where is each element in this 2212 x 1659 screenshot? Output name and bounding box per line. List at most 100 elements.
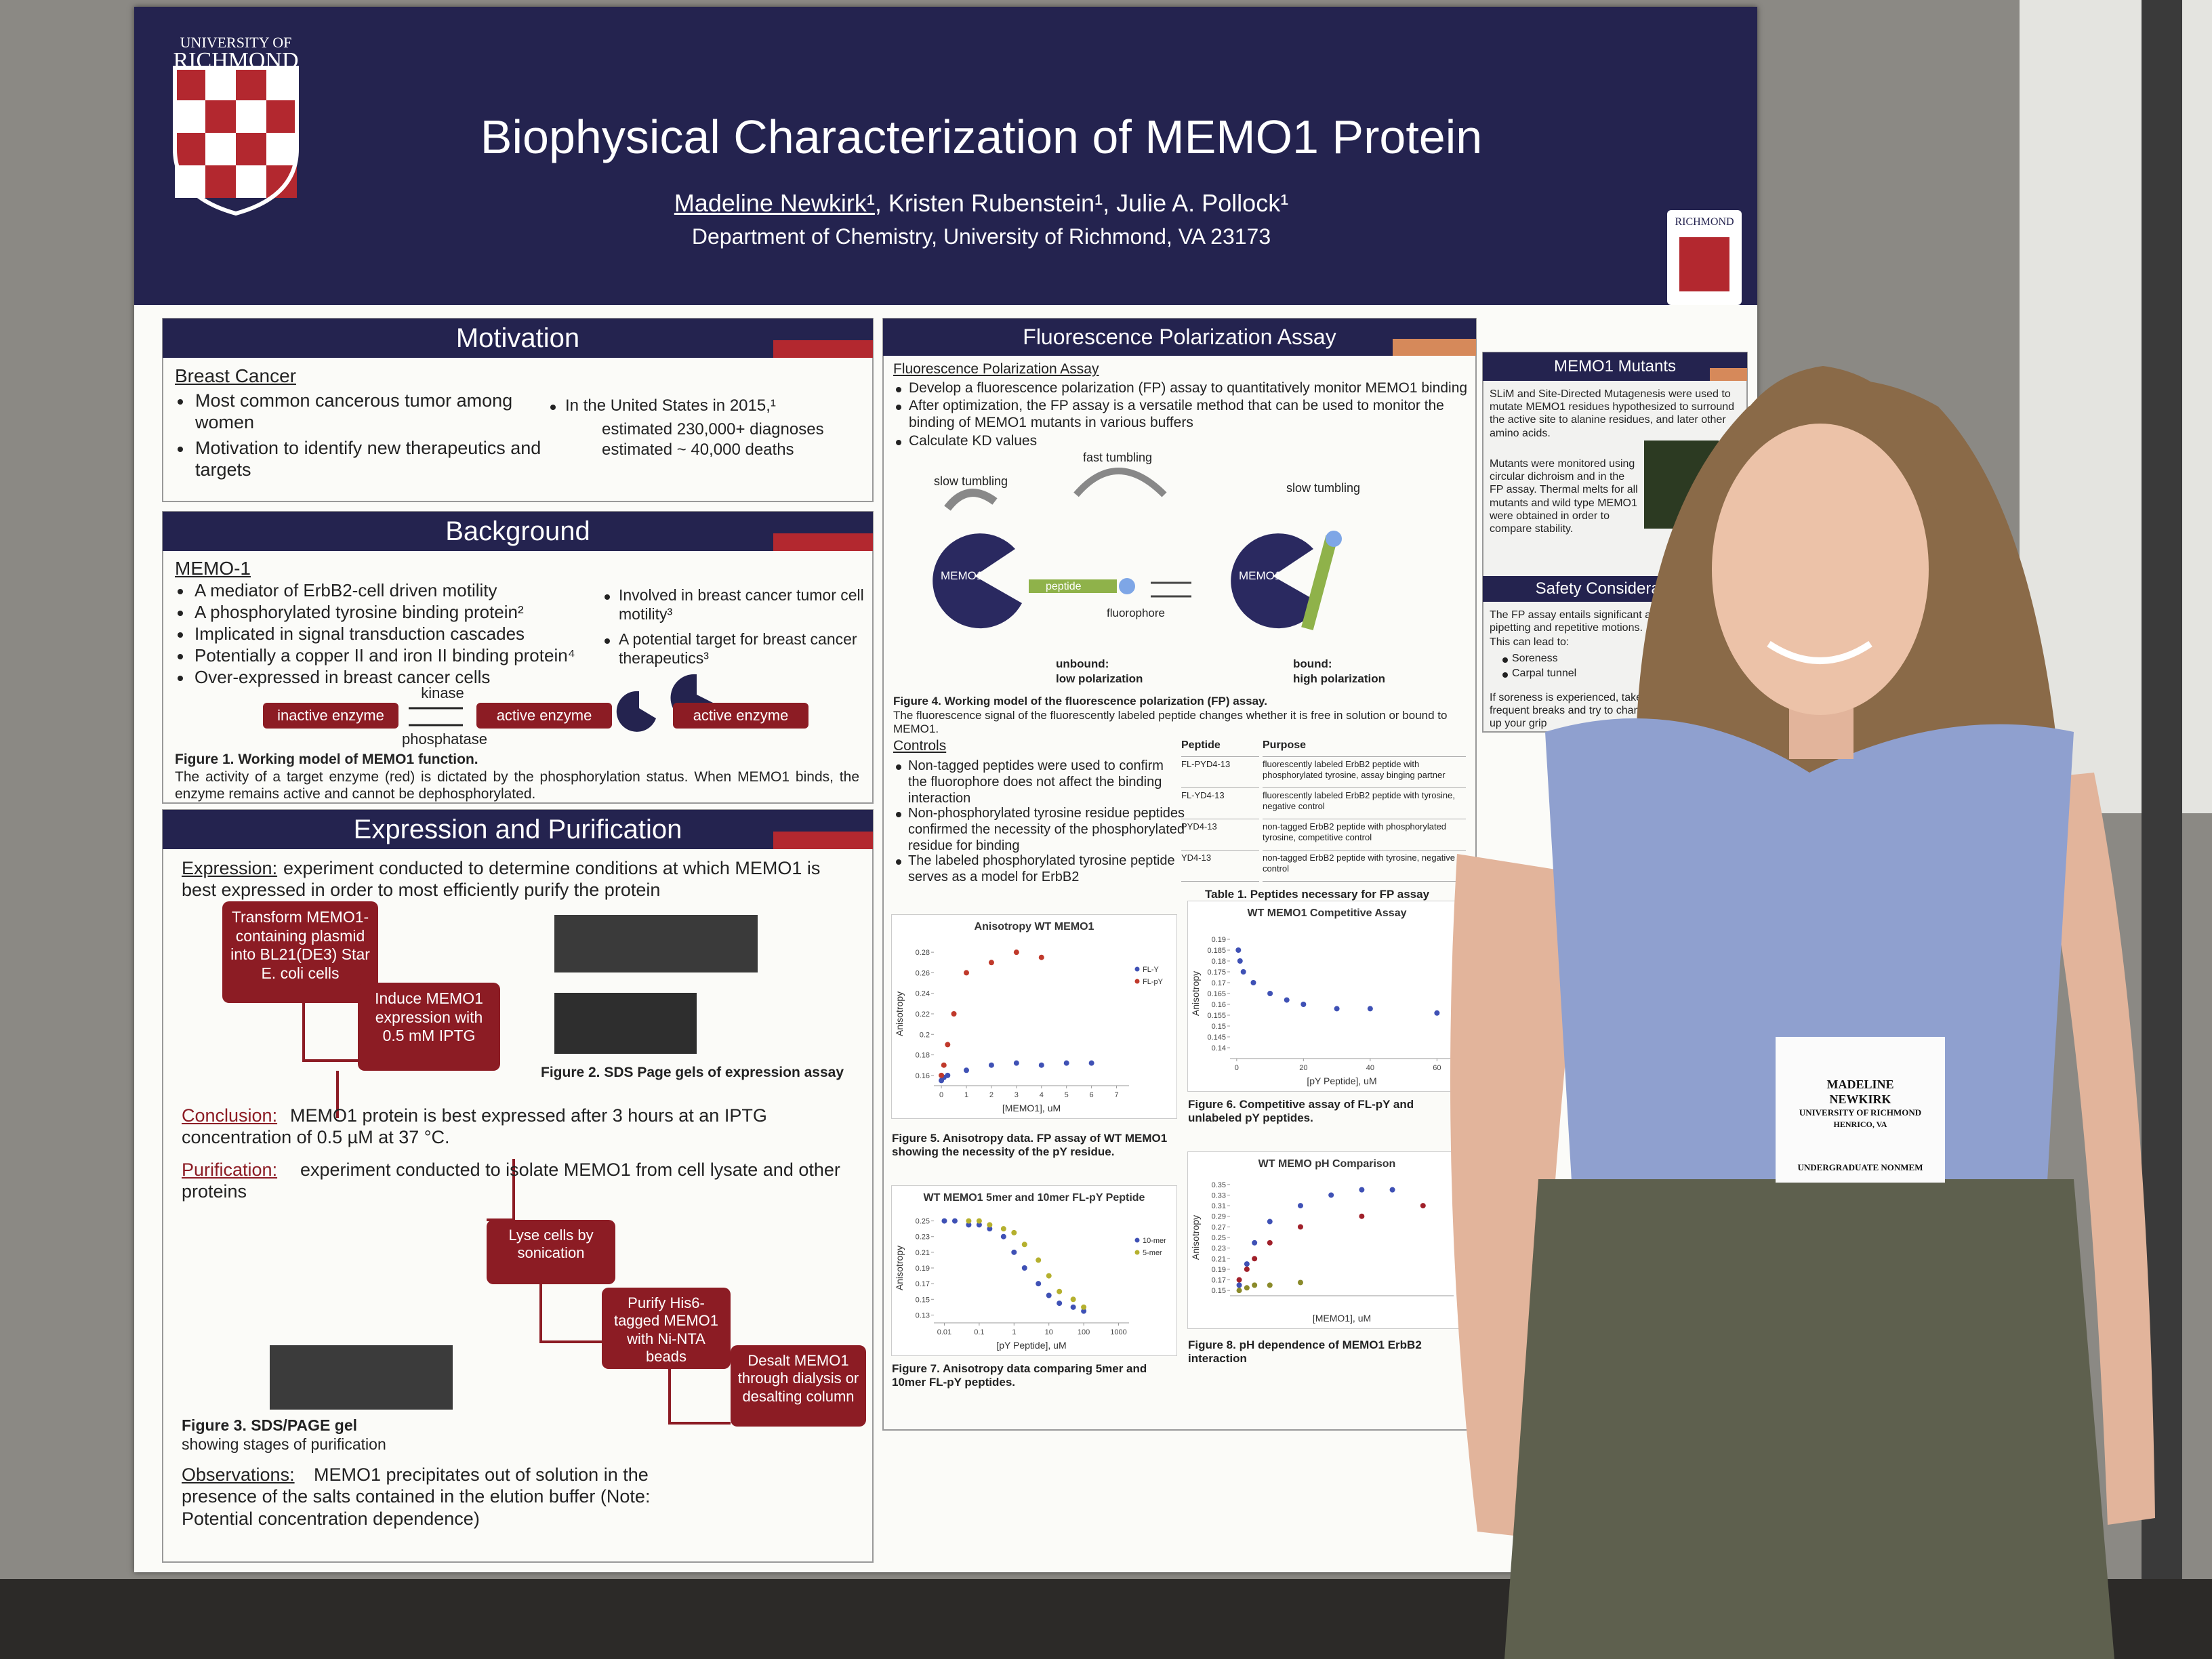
- figure-caption: Figure 5. Anisotropy data. FP assay of W…: [892, 1132, 1168, 1159]
- table-cell: Peptide: [1181, 739, 1259, 757]
- y-tick-label: 0.22: [916, 1010, 930, 1019]
- data-point: [1063, 1060, 1069, 1066]
- data-point: [1267, 1282, 1273, 1288]
- data-point: [1359, 1187, 1365, 1193]
- badge-school: UNIVERSITY OF RICHMOND: [1799, 1107, 1922, 1118]
- table-cell: fluorescently labeled ErbB2 peptide with…: [1263, 790, 1466, 819]
- x-tick-label: 4: [1040, 1091, 1044, 1099]
- subheading: MEMO-1: [175, 558, 251, 579]
- table-cell: non-tagged ErbB2 peptide with phosphoryl…: [1263, 821, 1466, 851]
- label: Expression:: [182, 858, 278, 878]
- table-caption: Table 1. Peptides necessary for FP assay: [1205, 888, 1430, 901]
- data-point: [1038, 954, 1044, 960]
- data-point: [1070, 1304, 1076, 1310]
- data-point: [976, 1218, 982, 1224]
- section-heading: Background: [163, 512, 873, 551]
- y-axis-label: Anisotropy: [1190, 1215, 1201, 1260]
- bullet: [896, 764, 901, 770]
- legend-label: FL-Y: [1143, 966, 1160, 974]
- bullet: [178, 446, 183, 452]
- diagram-label: low polarization: [1056, 672, 1143, 685]
- subheading: Controls: [893, 738, 947, 754]
- data-point: [1367, 1006, 1373, 1012]
- figure-caption: Figure 4. Working model of the fluoresce…: [893, 695, 1267, 708]
- data-point: [1046, 1273, 1052, 1279]
- y-tick-label: 0.24: [916, 990, 930, 998]
- bullet-text: Motivation to identify new therapeutics …: [175, 437, 548, 481]
- chart: WT MEMO1 Competitive Assay 0.14 0.145 0.15 0…: [1187, 901, 1467, 1092]
- y-tick-label: 0.175: [1207, 968, 1226, 977]
- section-heading: Fluorescence Polarization Assay: [883, 319, 1476, 356]
- section-heading: MEMO1 Mutants: [1483, 352, 1747, 381]
- x-tick-label: 6: [1090, 1091, 1094, 1099]
- data-point: [964, 970, 969, 976]
- data-point: [1038, 1062, 1044, 1068]
- data-point: [941, 1062, 947, 1068]
- y-tick-label: 0.17: [916, 1280, 930, 1288]
- legend-label: 5-mer: [1143, 1249, 1162, 1257]
- bullet-line: estimated ~ 40,000 deaths: [602, 441, 794, 459]
- data-point: [1046, 1292, 1052, 1298]
- subheading: Breast Cancer: [175, 365, 296, 386]
- x-tick-label: 10: [1045, 1328, 1053, 1336]
- data-point: [1244, 1285, 1250, 1291]
- x-tick-label: 20: [1299, 1064, 1307, 1072]
- bullet-text: A potential target for breast cancer the…: [602, 630, 876, 668]
- data-point: [1359, 1213, 1365, 1219]
- figure-caption: Figure 6. Competitive assay of FL-pY and…: [1188, 1098, 1414, 1125]
- bullet: [178, 676, 183, 681]
- diagram-label: high polarization: [1293, 672, 1385, 685]
- chart: WT MEMO pH Comparison 0.15 0.17 0.19 0.21 0.2…: [1187, 1151, 1467, 1329]
- badge-name: NEWKIRK: [1829, 1092, 1891, 1106]
- data-point: [1434, 1010, 1440, 1016]
- bullet-text: Non-phosphorylated tyrosine residue pept…: [893, 805, 1186, 854]
- flow-step: Transform MEMO1-containing plasmid into …: [222, 901, 378, 1003]
- diagram-label: bound:: [1293, 657, 1332, 670]
- chart: WT MEMO1 5mer and 10mer FL-pY Peptide 0.1…: [891, 1185, 1177, 1356]
- bullet-text: A phosphorylated tyrosine binding protei…: [175, 602, 615, 623]
- badge-name: MADELINE: [1826, 1078, 1894, 1091]
- figure-caption: Figure 7. Anisotropy data comparing 5mer…: [892, 1362, 1147, 1389]
- table-cell: PYD4-13: [1181, 821, 1259, 851]
- y-tick-label: 0.21: [916, 1249, 930, 1257]
- data-point: [1240, 969, 1246, 975]
- data-point: [1328, 1192, 1334, 1198]
- label: Purification:: [182, 1160, 278, 1180]
- paragraph: This can lead to:: [1490, 636, 1570, 648]
- x-tick-label: 0.01: [937, 1328, 951, 1336]
- heading-accent: [773, 832, 873, 849]
- data-point: [1070, 1296, 1076, 1303]
- data-point: [976, 1222, 982, 1228]
- enzyme-label: inactive enzyme: [263, 703, 398, 729]
- y-tick-label: 0.26: [916, 969, 930, 977]
- bullet-line: estimated 230,000+ diagnoses: [602, 420, 824, 438]
- bullet: [178, 589, 183, 594]
- y-axis-label: Anisotropy: [894, 1246, 905, 1290]
- coauthors: , Kristen Rubenstein¹, Julie A. Pollock¹: [874, 189, 1289, 217]
- y-axis-label: Anisotropy: [1190, 971, 1201, 1016]
- legend-swatch: [1134, 1237, 1140, 1243]
- figure-caption: showing stages of purification: [182, 1435, 386, 1453]
- data-point: [1297, 1224, 1303, 1230]
- bullet-text: After optimization, the FP assay is a ve…: [893, 397, 1485, 431]
- paragraph: The FP assay entails significant amounts…: [1490, 609, 1699, 634]
- data-point: [941, 1218, 947, 1224]
- diagram-label: MEMO1: [1239, 569, 1282, 582]
- bullet: [550, 405, 556, 410]
- x-tick-label: 100: [1078, 1328, 1090, 1336]
- figure-caption: Figure 2. SDS Page gels of expression as…: [541, 1065, 844, 1080]
- chart-title: Anisotropy WT MEMO1: [975, 921, 1094, 933]
- x-axis-label: [MEMO1], uM: [1313, 1313, 1371, 1324]
- arrow-label: kinase: [421, 684, 464, 701]
- bullet: [178, 632, 183, 638]
- y-tick-label: 0.28: [916, 949, 930, 957]
- data-point: [1081, 1304, 1087, 1310]
- y-tick-label: 0.165: [1207, 990, 1226, 998]
- paragraph: MEMO1 protein is best expressed after 3 …: [182, 1105, 767, 1148]
- flow-step: Purify His6-tagged MEMO1 with Ni-NTA bea…: [602, 1288, 731, 1369]
- bullet-text: Calculate KD values: [893, 432, 1485, 449]
- chart-title: WT MEMO pH Comparison: [1258, 1158, 1396, 1170]
- data-point: [1250, 980, 1256, 985]
- legend-swatch: [1134, 979, 1140, 984]
- paragraph: SLiM and Site-Directed Mutagenesis were …: [1490, 388, 1735, 439]
